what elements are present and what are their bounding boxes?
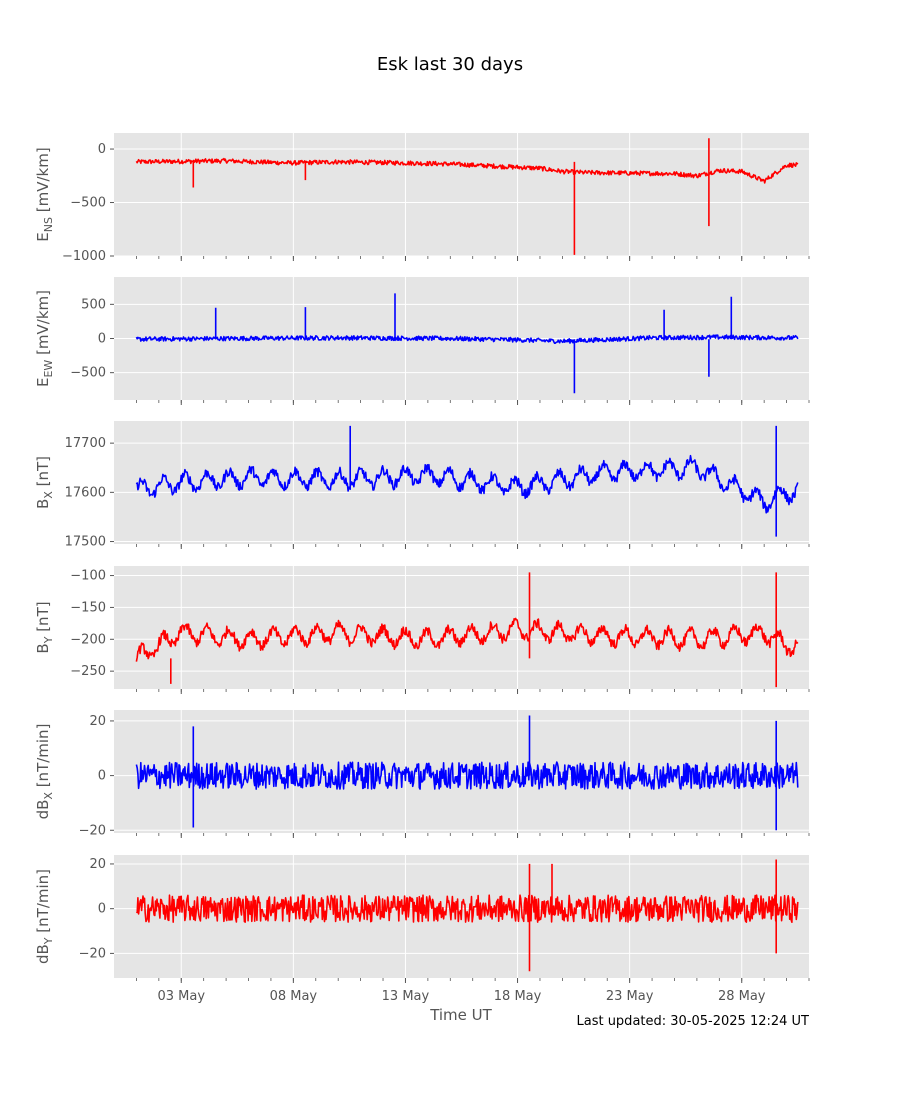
panel-background bbox=[114, 566, 809, 689]
y-axis-label: dBX [nT/min] bbox=[34, 724, 55, 820]
y-tick-label: −20 bbox=[79, 946, 106, 961]
panel-3: 17700 17600 17500 BX [nT] bbox=[34, 421, 810, 550]
series-line bbox=[135, 138, 799, 255]
series-line bbox=[135, 715, 799, 831]
y-axis-label-main: B bbox=[34, 499, 52, 509]
y-tick-label: −20 bbox=[79, 823, 106, 838]
series-line bbox=[135, 425, 799, 537]
panel-4: −100 −150 −200 −250 BY [nT] bbox=[34, 566, 810, 694]
y-tick-label: −500 bbox=[70, 366, 106, 381]
y-axis-label-subscript: Y bbox=[42, 636, 55, 644]
y-axis-label-unit: [nT/min] bbox=[34, 869, 52, 937]
panel-background bbox=[114, 133, 809, 256]
y-axis-label-subscript: X bbox=[42, 491, 55, 499]
panel-2: 500 0 −500 EEW [mV/km] bbox=[34, 277, 810, 405]
y-tick-label: 0 bbox=[98, 332, 106, 347]
y-axis-label: EEW [mV/km] bbox=[34, 290, 55, 387]
y-tick-label: 0 bbox=[98, 902, 106, 917]
y-tick-label: 17700 bbox=[65, 436, 106, 451]
y-axis-label-main: dB bbox=[34, 944, 52, 964]
y-axis-label: dBY [nT/min] bbox=[34, 869, 55, 964]
y-tick-label: −250 bbox=[70, 664, 106, 679]
y-axis-label: ENS [mV/km] bbox=[34, 147, 55, 241]
panel-5: 20 0 −20 dBX [nT/min] bbox=[34, 710, 810, 838]
y-axis-label-main: E bbox=[34, 232, 52, 241]
panel-1: 0 −500 −1000 ENS [mV/km] bbox=[34, 133, 810, 264]
y-tick-label: −100 bbox=[70, 569, 106, 584]
y-axis-label: BX [nT] bbox=[34, 456, 55, 509]
y-axis-label-unit: [mV/km] bbox=[34, 147, 52, 217]
y-axis-label-unit: [nT] bbox=[34, 456, 52, 491]
x-tick-label: 13 May bbox=[382, 989, 430, 1004]
y-tick-label: −150 bbox=[70, 600, 106, 615]
y-axis-label-main: E bbox=[34, 378, 52, 387]
y-axis-label-unit: [nT] bbox=[34, 601, 52, 636]
last-updated-footer: Last updated: 30-05-2025 12:24 UT bbox=[576, 1014, 809, 1029]
y-tick-label: 500 bbox=[81, 297, 106, 312]
x-tick-label: 28 May bbox=[718, 989, 766, 1004]
y-axis-label-main: dB bbox=[34, 800, 52, 820]
panel-background bbox=[114, 421, 809, 544]
y-axis-label-unit: [nT/min] bbox=[34, 724, 52, 792]
y-tick-label: −1000 bbox=[62, 249, 106, 264]
x-axis-ticks: 03 May 08 May 13 May 18 May 23 May 28 May bbox=[157, 989, 765, 1004]
chart-title: Esk last 30 days bbox=[377, 54, 523, 75]
y-axis-label: BY [nT] bbox=[34, 601, 55, 653]
y-tick-label: 17500 bbox=[65, 535, 106, 550]
y-axis-label-main: B bbox=[34, 643, 52, 653]
x-axis-label: Time UT bbox=[429, 1006, 492, 1024]
y-axis-label-unit: [mV/km] bbox=[34, 290, 52, 360]
series-line bbox=[135, 859, 799, 972]
y-axis-label-subscript: Y bbox=[42, 937, 55, 945]
y-tick-label: 0 bbox=[98, 142, 106, 157]
y-axis-label-subscript: EW bbox=[42, 360, 55, 378]
x-tick-label: 23 May bbox=[606, 989, 654, 1004]
y-tick-label: 0 bbox=[98, 769, 106, 784]
y-tick-label: 17600 bbox=[65, 485, 106, 500]
y-axis-label-subscript: NS bbox=[42, 217, 55, 232]
panel-6: 20 0 −20 dBY [nT/min] bbox=[34, 855, 810, 983]
y-axis-label-subscript: X bbox=[42, 792, 55, 800]
series-line bbox=[135, 293, 799, 394]
y-tick-label: 20 bbox=[89, 857, 106, 872]
y-tick-label: −500 bbox=[70, 196, 106, 211]
x-tick-label: 18 May bbox=[494, 989, 542, 1004]
y-tick-label: 20 bbox=[89, 714, 106, 729]
x-tick-label: 08 May bbox=[270, 989, 318, 1004]
y-tick-label: −200 bbox=[70, 632, 106, 647]
x-tick-label: 03 May bbox=[157, 989, 205, 1004]
series-line bbox=[135, 572, 799, 688]
